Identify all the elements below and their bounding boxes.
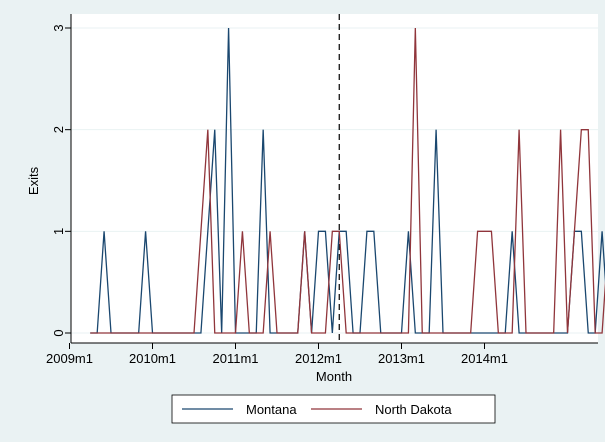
series-line-north-dakota	[90, 27, 605, 334]
x-tick-label-3: 2012m1	[295, 351, 342, 366]
plot-area	[71, 14, 598, 343]
legend-label-montana: Montana	[246, 402, 297, 417]
y-tick-label-3: 3	[51, 24, 66, 31]
x-axis-ticks: 2009m1 2010m1 2011m1 2012m1 2013m1 2014m1	[46, 343, 508, 366]
x-tick-label-2: 2011m1	[212, 351, 258, 366]
x-tick-label-4: 2013m1	[378, 351, 425, 366]
x-tick-label-1: 2010m1	[129, 351, 176, 366]
axes	[70, 14, 598, 344]
y-tick-label-0: 0	[51, 329, 66, 336]
y-tick-label-1: 1	[51, 228, 66, 235]
x-tick-label-0: 2009m1	[46, 351, 93, 366]
legend: Montana North Dakota	[171, 394, 496, 424]
y-axis-ticks: 0 1 2 3	[51, 24, 71, 337]
y-axis-title: Exits	[26, 166, 41, 195]
x-axis-title: Month	[316, 369, 352, 384]
series-group	[90, 27, 605, 334]
y-tick-label-2: 2	[51, 126, 66, 133]
x-tick-label-5: 2014m1	[461, 351, 508, 366]
legend-label-north-dakota: North Dakota	[375, 402, 452, 417]
